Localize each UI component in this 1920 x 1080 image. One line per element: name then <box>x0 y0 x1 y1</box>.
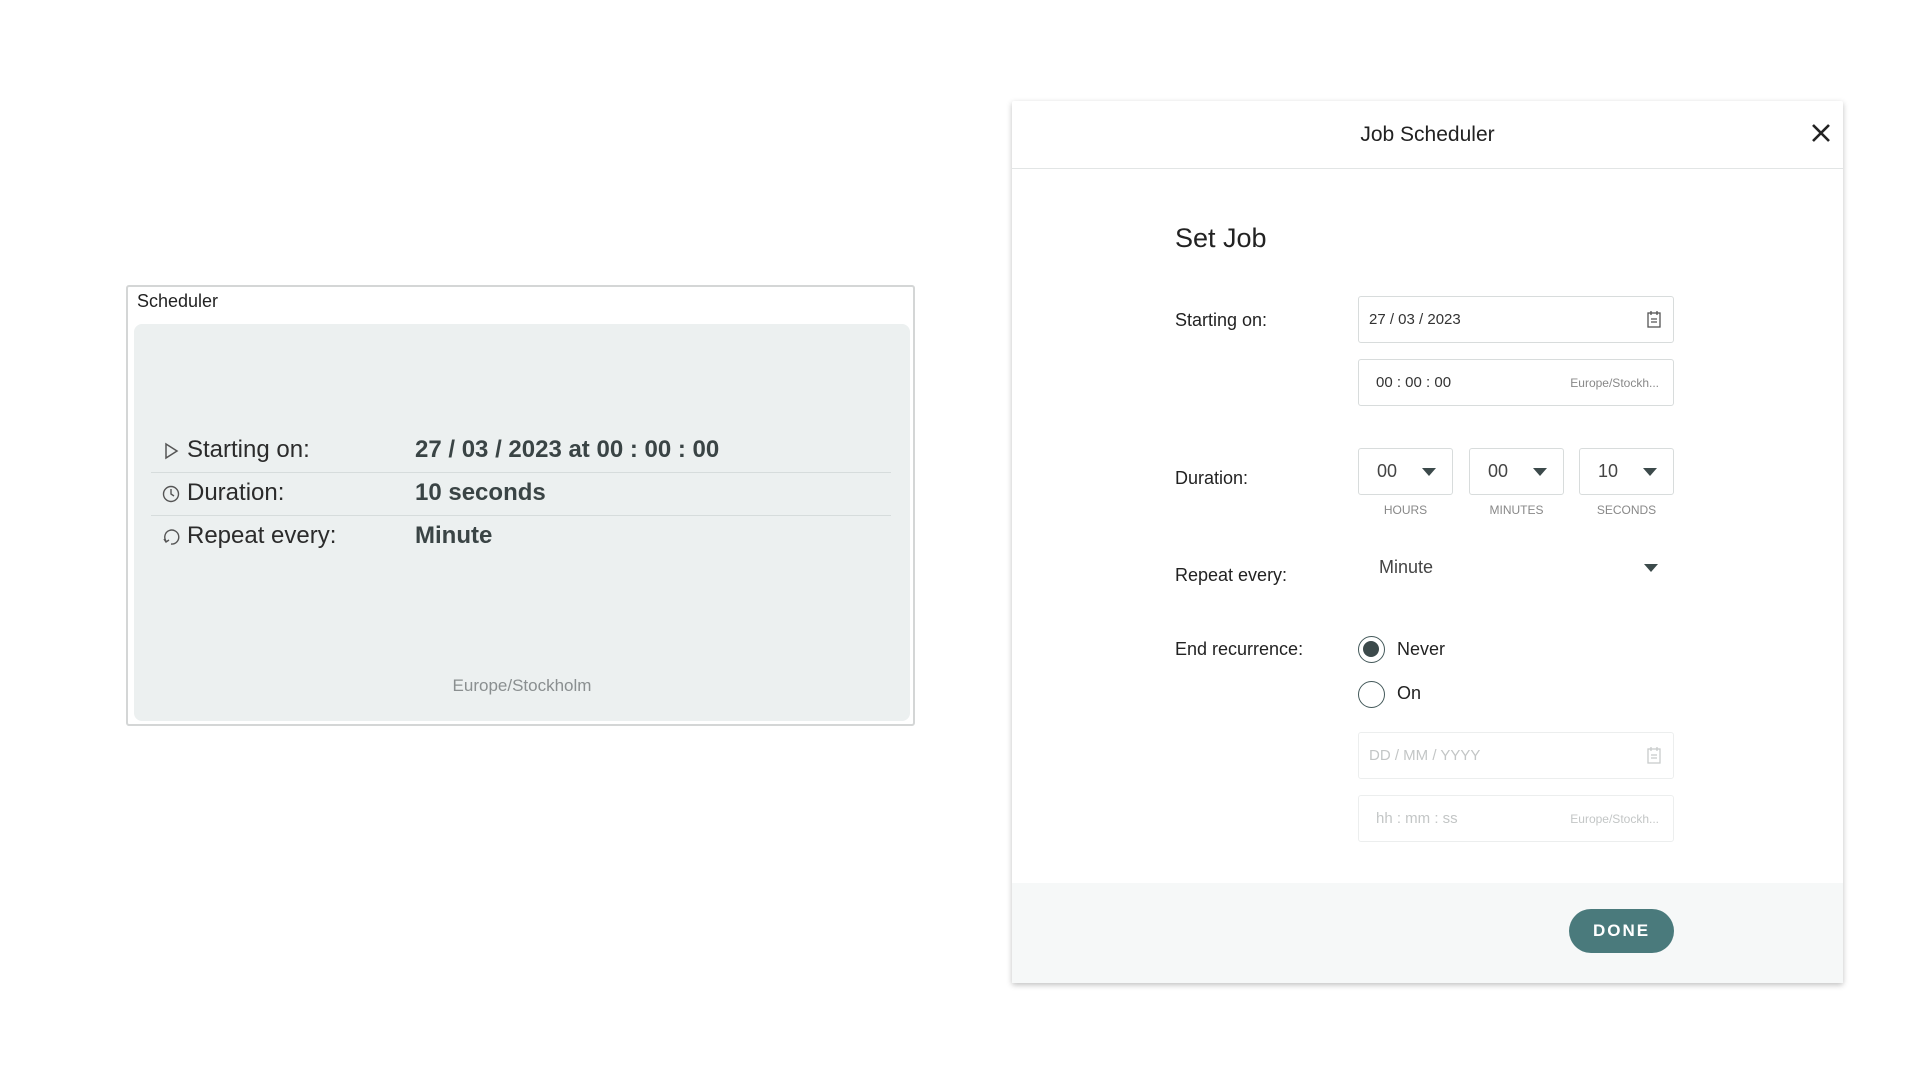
calendar-icon[interactable] <box>1647 746 1661 764</box>
radio-on-label[interactable]: On <box>1397 683 1422 703</box>
minutes-caption: MINUTES <box>1489 503 1544 517</box>
summary-value: 10 seconds <box>415 479 546 506</box>
hours-caption: HOURS <box>1383 503 1428 517</box>
seconds-value: 10 <box>1598 461 1619 481</box>
schedule-summary-panel: Starting on: 27 / 03 / 2023 at 00 : 00 :… <box>134 324 910 721</box>
minutes-value: 00 <box>1488 461 1509 481</box>
starting-on-label: Starting on: <box>1175 310 1268 330</box>
job-scheduler-dialog: Job Scheduler Set Job Starting on: 27 / … <box>1012 101 1843 983</box>
summary-label: Duration: <box>187 479 285 506</box>
repeat-value: Minute <box>1379 557 1434 577</box>
chevron-down-icon <box>1644 564 1658 572</box>
radio-never[interactable] <box>1358 636 1385 663</box>
divider <box>151 515 891 516</box>
dialog-footer: DONE <box>1012 883 1843 983</box>
dialog-header: Job Scheduler <box>1012 101 1843 169</box>
repeat-icon <box>163 529 180 545</box>
timezone-hint: Europe/Stockh... <box>1570 812 1659 826</box>
repeat-every-label: Repeat every: <box>1175 565 1288 585</box>
chevron-down-icon <box>1533 468 1547 476</box>
calendar-icon[interactable] <box>1647 310 1661 328</box>
timezone-label: Europe/Stockholm <box>452 676 592 695</box>
duration-minutes-select[interactable]: 00 <box>1469 448 1564 495</box>
divider <box>151 472 891 473</box>
close-icon[interactable] <box>1807 119 1835 147</box>
timezone-hint: Europe/Stockh... <box>1570 376 1659 390</box>
play-icon <box>165 442 179 460</box>
clock-icon <box>162 485 180 503</box>
duration-seconds-select[interactable]: 10 <box>1579 448 1674 495</box>
start-date-input[interactable]: 27 / 03 / 2023 <box>1358 296 1674 343</box>
hours-value: 00 <box>1377 461 1398 481</box>
seconds-caption: SECONDS <box>1596 503 1657 517</box>
done-button[interactable]: DONE <box>1569 909 1674 953</box>
summary-value: Minute <box>415 522 493 549</box>
summary-row-duration: Duration: 10 seconds <box>151 473 891 515</box>
duration-label: Duration: <box>1175 468 1249 488</box>
chevron-down-icon <box>1422 468 1436 476</box>
repeat-every-select[interactable]: Minute <box>1358 549 1674 589</box>
radio-on[interactable] <box>1358 681 1385 708</box>
card-title: Scheduler <box>137 291 219 311</box>
end-date-input[interactable]: DD / MM / YYYY <box>1358 732 1674 779</box>
summary-label: Starting on: <box>187 436 310 463</box>
end-recurrence-label: End recurrence: <box>1175 639 1304 659</box>
section-heading: Set Job <box>1175 223 1267 253</box>
start-time-value: 00 : 00 : 00 <box>1376 374 1452 391</box>
chevron-down-icon <box>1643 468 1657 476</box>
end-time-input[interactable]: hh : mm : ss Europe/Stockh... <box>1358 795 1674 842</box>
dialog-title: Job Scheduler <box>1360 123 1495 146</box>
summary-value: 27 / 03 / 2023 at 00 : 00 : 00 <box>415 436 720 463</box>
summary-row-repeat: Repeat every: Minute <box>151 516 891 558</box>
summary-row-starting: Starting on: 27 / 03 / 2023 at 00 : 00 :… <box>151 430 891 472</box>
start-time-input[interactable]: 00 : 00 : 00 Europe/Stockh... <box>1358 359 1674 406</box>
summary-label: Repeat every: <box>187 522 337 549</box>
end-date-placeholder: DD / MM / YYYY <box>1369 747 1481 764</box>
radio-never-label[interactable]: Never <box>1397 639 1446 659</box>
scheduler-card: Scheduler Starting on: 27 / 03 / 2023 at… <box>126 285 915 726</box>
duration-hours-select[interactable]: 00 <box>1358 448 1453 495</box>
start-date-value: 27 / 03 / 2023 <box>1369 311 1461 328</box>
end-time-placeholder: hh : mm : ss <box>1376 810 1458 827</box>
